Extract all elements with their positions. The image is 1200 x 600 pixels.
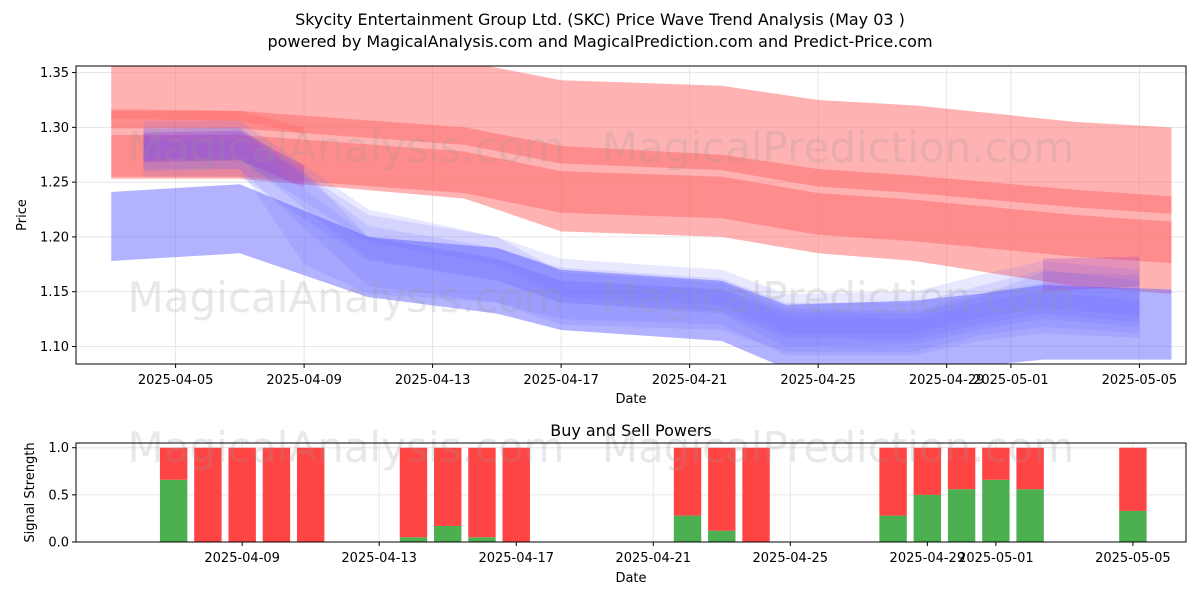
bottom-y-tick-label: 1.0 (48, 441, 69, 456)
blue-band-9 (143, 127, 1140, 352)
top-y-tick-label: 1.15 (40, 285, 69, 300)
sell-power-bar (228, 447, 256, 542)
sell-power-bar (913, 447, 942, 495)
top-y-tick-label: 1.30 (40, 121, 69, 136)
watermark-text: MagicalPrediction.com (602, 123, 1075, 172)
sell-power-bar (982, 447, 1010, 480)
bottom-x-tick-label: 2025-04-21 (615, 551, 691, 566)
bottom-x-ticks: 2025-04-09 2025-04-13 2025-04-17 2025-04-21… (204, 542, 1171, 566)
sell-power-bar (1016, 447, 1044, 490)
buy-power-bar (159, 479, 188, 542)
sell-power-bar (673, 447, 702, 516)
buy-power-bar (708, 530, 736, 542)
buy-power-bar (913, 494, 942, 542)
top-x-tick-label: 2025-05-01 (973, 373, 1049, 388)
buy-power-bar (879, 515, 907, 542)
buy-power-bar (673, 515, 702, 542)
signal-bars (159, 447, 1147, 542)
chart-title: Skycity Entertainment Group Ltd. (SKC) P… (295, 10, 905, 29)
bottom-y-tick-label: 0.5 (48, 488, 69, 503)
bottom-x-tick-label: 2025-05-01 (958, 551, 1034, 566)
purple-band-10 (143, 130, 305, 188)
sell-power-bar (262, 447, 291, 542)
price-bands (111, 66, 1172, 364)
bottom-x-tick-label: 2025-04-17 (478, 551, 554, 566)
red-band-3 (111, 108, 305, 134)
top-y-ticks: 1.10 1.15 1.20 1.25 1.30 1.35 (40, 66, 76, 355)
top-x-tick-label: 2025-05-05 (1102, 373, 1178, 388)
sell-power-bar (296, 447, 325, 542)
top-plot-frame (75, 65, 1187, 365)
sell-power-bar (399, 447, 428, 538)
top-y-axis-label: Price (15, 199, 30, 231)
blue-band-8 (143, 140, 1140, 340)
sell-power-bar (434, 447, 462, 526)
bottom-y-tick-label: 0.0 (48, 536, 69, 551)
top-x-tick-label: 2025-04-29 (909, 373, 985, 388)
chart-subtitle: powered by MagicalAnalysis.com and Magic… (267, 32, 933, 51)
sell-power-bar (947, 447, 976, 490)
top-watermarks: MagicalAnalysis.com MagicalPrediction.com… (128, 123, 1075, 322)
bottom-x-tick-label: 2025-04-25 (753, 551, 829, 566)
bottom-x-tick-label: 2025-05-05 (1095, 551, 1171, 566)
buy-power-bar (434, 525, 462, 542)
blue-band-7 (143, 132, 1140, 334)
bottom-y-axis-label: Signal Strength (23, 442, 38, 542)
bottom-plot-frame (75, 442, 1187, 543)
top-y-tick-label: 1.25 (40, 176, 69, 191)
blue-band-6 (143, 127, 1140, 356)
blue-band-5 (143, 120, 1140, 347)
bottom-y-ticks: 0.0 0.5 1.0 (48, 441, 76, 551)
buy-power-bar (1016, 489, 1044, 542)
top-x-tick-label: 2025-04-13 (395, 373, 471, 388)
bottom-x-axis-label: Date (615, 571, 646, 586)
top-x-ticks: 2025-04-05 2025-04-09 2025-04-13 2025-04-17… (138, 364, 1177, 388)
red-band-2 (111, 135, 1172, 264)
bottom-x-tick-label: 2025-04-29 (890, 551, 966, 566)
top-y-tick-label: 1.35 (40, 66, 69, 81)
sell-power-bar (1119, 447, 1147, 511)
red-band-1 (111, 110, 1172, 214)
watermark-text: MagicalPrediction.com (602, 423, 1075, 472)
sell-power-bar (708, 447, 736, 531)
buy-power-bar (982, 479, 1010, 542)
top-x-tick-label: 2025-04-09 (266, 373, 342, 388)
sell-power-bar (159, 447, 188, 480)
buy-power-bar (947, 489, 976, 542)
top-y-tick-label: 1.20 (40, 230, 69, 245)
sell-power-bar (194, 447, 222, 542)
watermark-text: MagicalPrediction.com (602, 273, 1075, 322)
watermark-text: MagicalAnalysis.com (128, 423, 565, 472)
bottom-x-tick-label: 2025-04-09 (204, 551, 280, 566)
sell-power-bar (468, 447, 496, 538)
sell-power-bar (879, 447, 907, 516)
top-x-tick-label: 2025-04-21 (652, 373, 728, 388)
buy-power-bar (468, 537, 496, 542)
buy-power-bar (399, 537, 428, 542)
top-x-tick-label: 2025-04-25 (780, 373, 856, 388)
bottom-x-tick-label: 2025-04-13 (341, 551, 417, 566)
top-x-tick-label: 2025-04-17 (523, 373, 599, 388)
bottom-chart-title: Buy and Sell Powers (550, 421, 712, 440)
blue-band-4 (111, 184, 1172, 364)
bottom-watermarks: MagicalAnalysis.com MagicalPrediction.com (128, 423, 1075, 472)
watermark-text: MagicalAnalysis.com (128, 123, 565, 172)
sell-power-bar (742, 447, 770, 542)
sell-power-bar (502, 447, 530, 542)
watermark-text: MagicalAnalysis.com (128, 273, 565, 322)
top-x-axis-label: Date (615, 392, 646, 407)
buy-power-bar (1119, 510, 1147, 542)
purple-band-11 (1043, 256, 1140, 292)
top-x-tick-label: 2025-04-05 (138, 373, 214, 388)
top-y-tick-label: 1.10 (40, 340, 69, 355)
